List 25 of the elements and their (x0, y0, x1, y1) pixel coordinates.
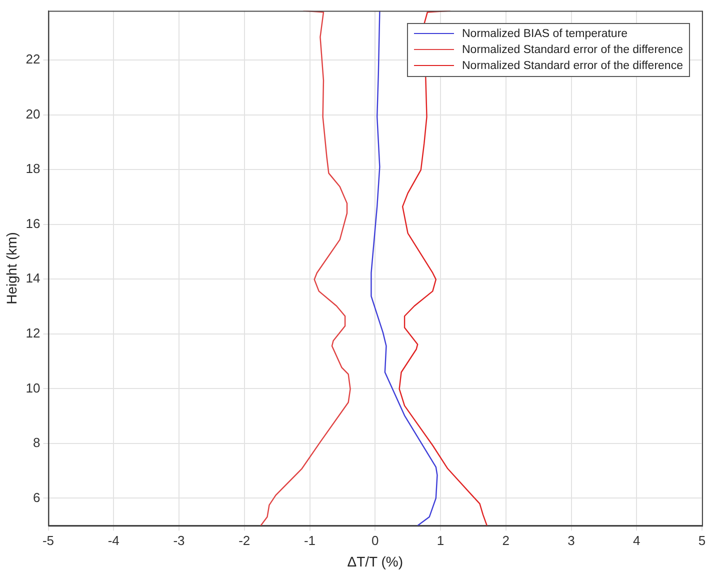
y-tick-label: 10 (26, 380, 40, 396)
legend-label: Normalized Standard error of the difference (462, 60, 683, 72)
x-tick-label: 0 (372, 532, 379, 548)
y-tick-label: 20 (26, 106, 40, 122)
y-tick-label: 12 (26, 325, 40, 340)
x-axis-title: ΔT/T (%) (347, 553, 404, 570)
y-tick-label: 6 (33, 490, 40, 505)
x-tick-label: 4 (633, 532, 640, 548)
x-tick-label: 2 (502, 532, 510, 548)
x-tick-label: -5 (42, 532, 54, 548)
legend-label: Normalized Standard error of the difference (462, 44, 683, 56)
y-tick-label: 18 (26, 161, 40, 176)
y-tick-label: 16 (26, 216, 40, 231)
x-tick-label: -1 (304, 532, 316, 548)
y-tick-label: 14 (26, 270, 40, 286)
y-tick-label: 22 (26, 52, 40, 67)
legend-label: Normalized BIAS of temperature (462, 28, 628, 40)
y-tick-label: 8 (33, 435, 40, 450)
x-tick-label: 3 (568, 532, 575, 548)
x-tick-label: -3 (173, 532, 185, 548)
x-tick-label: -2 (238, 532, 250, 548)
x-tick-label: -4 (108, 532, 120, 548)
x-tick-label: 5 (698, 532, 706, 548)
y-axis-title: Height (km) (3, 232, 20, 304)
x-tick-label: 1 (436, 532, 444, 548)
